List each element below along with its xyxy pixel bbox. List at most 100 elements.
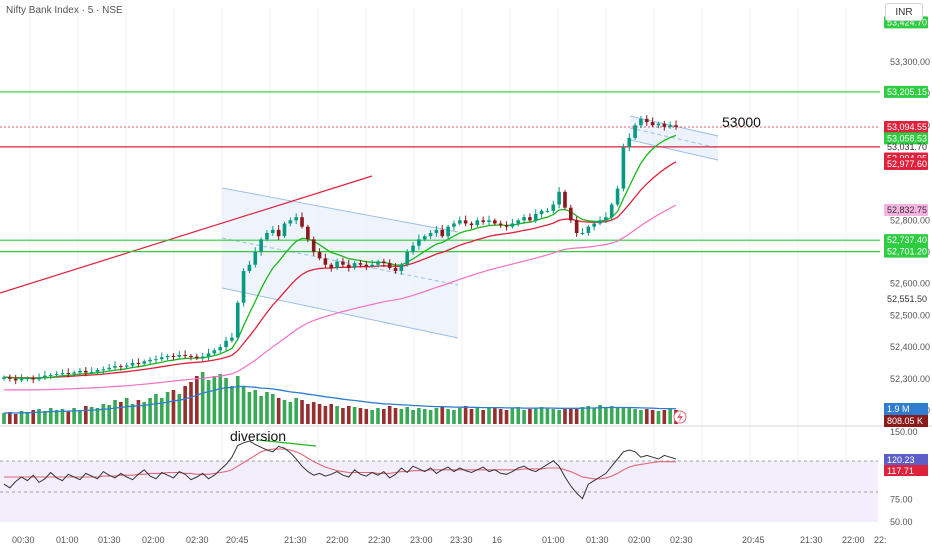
price-tag: 52,977.60 [884,158,928,171]
volume-bar [200,372,205,424]
volume-tag-bg [884,403,928,415]
candle-body [43,375,47,378]
volume-bar [224,378,228,424]
volume-bar [428,410,433,424]
time-tick-label: 16 [492,535,502,545]
candle-body [25,378,30,380]
ema-red-line [3,161,677,379]
price-tag-label: 53,058.53 [887,133,927,143]
currency-button[interactable]: INR [885,3,923,21]
candle-body [604,217,608,221]
time-tick-label: 01:30 [586,535,609,545]
lightning-icon[interactable] [673,410,687,424]
volume-bar [8,412,12,424]
price-tick-label: 52,500.00 [890,310,930,320]
candle-body [171,355,176,357]
candle-body [580,233,585,235]
volume-bar [481,410,485,424]
candle-body [148,359,152,362]
volume-bar [621,407,626,424]
volume-bar [387,406,392,424]
volume-bar [644,409,649,424]
volume-bar [60,409,65,424]
rsi-tag-bg [884,454,928,465]
volume-bar [130,404,135,424]
rsi-tag: 120.23 [884,454,928,465]
volume-bar [101,404,106,424]
price-tick-label: 52,400.00 [890,342,930,352]
volume-bar [311,402,316,424]
candle-body [557,191,561,205]
channel-drawings [0,115,719,475]
candle-body [399,264,404,272]
candle-body [136,362,141,364]
volume-bar [13,414,18,424]
volume-bar [475,408,480,424]
candle-body [539,210,544,214]
volume-bar [656,411,661,424]
candle-body [218,347,223,351]
price-tag-bg [884,234,928,247]
volume-bar [668,409,672,424]
candle-body [644,118,649,123]
candle-body [224,340,228,348]
time-tick-label: 20:45 [226,535,249,545]
candle-body [247,264,252,272]
price-tag-label: 53,094.55 [887,122,927,132]
price-tag-label: 52,832.75 [887,205,927,215]
candle-body [300,217,304,227]
volume-bar [358,408,363,424]
volume-bar [609,406,614,424]
volume-bar [528,409,532,424]
volume-bar [457,408,462,424]
candle-body [66,373,71,375]
price-tag: 52,737.40 [884,234,928,247]
candle-body [498,223,503,226]
price-tag-label: 53,031.70 [887,142,927,152]
time-tick-label: 01:00 [542,535,565,545]
time-tick-label: 23:30 [450,535,473,545]
volume-bar [189,382,193,424]
volume-bar [107,405,111,424]
volume-bar [539,407,544,424]
volume-bar [463,406,468,424]
volume-bar [411,410,415,424]
volume-bar [662,410,667,424]
candle-body [469,223,474,226]
volume-bar [282,400,287,424]
time-tick-label: 21:30 [284,535,307,545]
candle-body [212,350,217,354]
candle-body [563,191,567,208]
volume-bar [288,402,293,424]
candle-body [235,302,240,338]
time-tick-label: 01:00 [56,535,79,545]
candle-body [48,374,53,376]
candle-body [475,220,480,226]
ema-pink-line [4,204,677,391]
candle-body [341,261,345,265]
volume-tag-bg [884,415,928,427]
volume-bar [148,398,152,424]
channel-small-upper [629,115,719,137]
candle-body [452,223,456,227]
volume-bar [569,409,573,424]
volume-bar [66,411,71,424]
price-tick-label: 52,300.00 [890,374,930,384]
volume-bar [83,406,88,424]
volume-bar [533,408,538,424]
volume-bar [265,392,269,424]
volume-bar [364,409,369,424]
candle-body [317,252,322,259]
candle-body [428,233,433,237]
volume-bar [183,386,187,424]
volume-tag: 1.9 M [884,403,928,415]
price-tag: 53,058.53 [884,132,928,145]
rsi-divergence-top [257,439,317,447]
volume-bar [346,406,351,424]
volume-bar [37,409,41,424]
volume-bar [317,404,322,424]
candle-body [633,125,637,138]
candle-body [230,337,234,341]
time-tick-label: 02:00 [142,535,165,545]
volume-bar [43,411,47,424]
